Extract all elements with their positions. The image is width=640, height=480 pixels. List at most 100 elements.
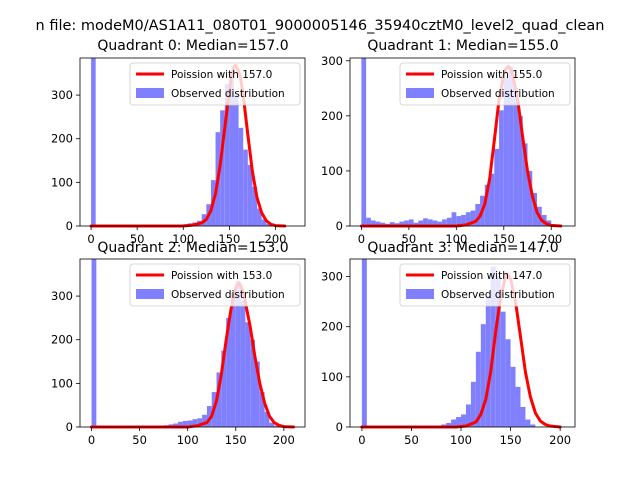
histogram-bar xyxy=(515,386,521,427)
legend-box xyxy=(129,62,301,106)
histogram-bar xyxy=(451,212,457,226)
x-tick-label: 0 xyxy=(358,433,365,447)
x-tick-label: 0 xyxy=(87,232,94,246)
histogram-bar xyxy=(229,73,234,226)
histogram-bar xyxy=(389,222,395,226)
histogram-bar xyxy=(370,220,376,226)
x-tick-label: 150 xyxy=(225,433,247,447)
legend-patch-swatch xyxy=(406,88,434,98)
legend-label-observed: Observed distribution xyxy=(171,289,285,301)
subplot-quadrant-2: 0 50 100 150 200 0 100 200 300 Poission with 153.… xyxy=(51,240,306,447)
y-tick-label: 100 xyxy=(51,376,73,390)
y-tick-label: 100 xyxy=(321,164,343,178)
histogram-bar xyxy=(404,220,409,226)
histogram-bar xyxy=(235,280,241,427)
histogram-bar xyxy=(408,219,414,226)
y-tick-label: 200 xyxy=(321,320,343,334)
histogram-bar xyxy=(252,186,258,226)
legend-label-poisson: Poission with 153.0 xyxy=(171,270,272,282)
histogram-bar xyxy=(361,58,367,226)
histogram-bar xyxy=(508,66,514,226)
histogram-bar xyxy=(202,414,207,427)
figure-suptitle: n file: modeM0/AS1A11_080T01_9000005146_… xyxy=(36,18,605,34)
histogram-bar xyxy=(456,216,462,226)
histogram-bar xyxy=(432,220,438,226)
histogram-bar xyxy=(522,143,528,226)
y-tick-label: 300 xyxy=(321,270,343,284)
histogram-bar xyxy=(380,222,386,226)
legend-label-observed: Observed distribution xyxy=(441,289,555,301)
subplot-title: Quadrant 1: Median=155.0 xyxy=(367,38,558,54)
y-tick-label: 200 xyxy=(51,132,73,146)
y-tick-label: 300 xyxy=(321,54,343,68)
y-tick-label: 300 xyxy=(51,88,73,102)
legend-label-poisson: Poission with 147.0 xyxy=(441,270,542,282)
x-tick-label: 150 xyxy=(500,433,522,447)
legend-patch-swatch xyxy=(406,289,434,299)
x-tick-label: 100 xyxy=(172,232,194,246)
subplot-title: Quadrant 2: Median=153.0 xyxy=(97,240,288,256)
histogram-bar xyxy=(266,223,271,226)
axes-frame xyxy=(349,258,576,428)
y-tick-label: 0 xyxy=(66,219,73,233)
histogram-bar xyxy=(500,311,506,427)
histogram-bar xyxy=(197,418,203,427)
histogram-bar xyxy=(446,217,452,226)
histogram-bar xyxy=(192,419,198,427)
histogram-bar xyxy=(530,424,536,427)
legend-label-poisson: Poission with 157.0 xyxy=(171,69,272,81)
legend: Poission with 153.0 Observed distribution xyxy=(129,263,301,307)
histogram-bar xyxy=(499,110,504,226)
histogram-bar xyxy=(245,322,251,427)
histogram-bar xyxy=(261,219,267,226)
histogram-bar xyxy=(269,422,275,427)
x-tick-label: 100 xyxy=(177,433,199,447)
histogram-bar xyxy=(250,339,255,427)
x-tick-label: 50 xyxy=(130,232,145,246)
x-tick-label: 200 xyxy=(273,433,295,447)
histogram-bar xyxy=(399,221,405,226)
histogram-bar xyxy=(233,95,239,226)
histogram-bar xyxy=(494,148,500,226)
histogram-bar xyxy=(485,296,491,427)
histogram-bar xyxy=(375,221,381,226)
x-tick-label: 200 xyxy=(549,433,571,447)
histogram-bar xyxy=(465,212,471,226)
legend-patch-swatch xyxy=(136,88,164,98)
histogram-bar xyxy=(475,203,481,226)
x-tick-label: 200 xyxy=(540,232,562,246)
histogram-bar xyxy=(91,58,96,226)
histogram-bar xyxy=(461,214,466,226)
histogram-bars xyxy=(361,58,552,227)
x-tick-label: 50 xyxy=(404,433,419,447)
histogram-bar xyxy=(224,84,230,226)
y-tick-label: 200 xyxy=(321,109,343,123)
x-tick-label: 100 xyxy=(450,433,472,447)
histogram-bar xyxy=(182,420,188,427)
legend: Poission with 157.0 Observed distribution xyxy=(129,62,301,106)
histogram-bar xyxy=(220,110,225,226)
x-tick-label: 150 xyxy=(218,232,240,246)
legend-label-poisson: Poission with 155.0 xyxy=(441,69,542,81)
y-tick-label: 0 xyxy=(336,420,343,434)
histogram-bar xyxy=(465,404,471,427)
histogram-bar xyxy=(257,208,262,226)
histogram-bar xyxy=(461,414,466,427)
y-tick-label: 100 xyxy=(321,370,343,384)
histogram-bar xyxy=(255,361,260,427)
histogram-bar xyxy=(525,419,531,427)
histogram-bar xyxy=(489,173,495,226)
histogram-bar xyxy=(259,392,265,427)
x-tick-label: 50 xyxy=(402,232,417,246)
y-tick-label: 100 xyxy=(51,175,73,189)
histogram-bar xyxy=(484,184,490,226)
histogram-bar xyxy=(216,372,222,427)
histogram-bar xyxy=(187,420,193,427)
histogram-bar xyxy=(178,421,183,427)
y-tick-label: 0 xyxy=(66,420,73,434)
legend-box xyxy=(399,263,571,307)
histogram-bar xyxy=(247,164,253,226)
histogram-bar xyxy=(532,192,538,226)
histogram-bar xyxy=(418,220,424,226)
histogram-bar xyxy=(520,406,526,427)
